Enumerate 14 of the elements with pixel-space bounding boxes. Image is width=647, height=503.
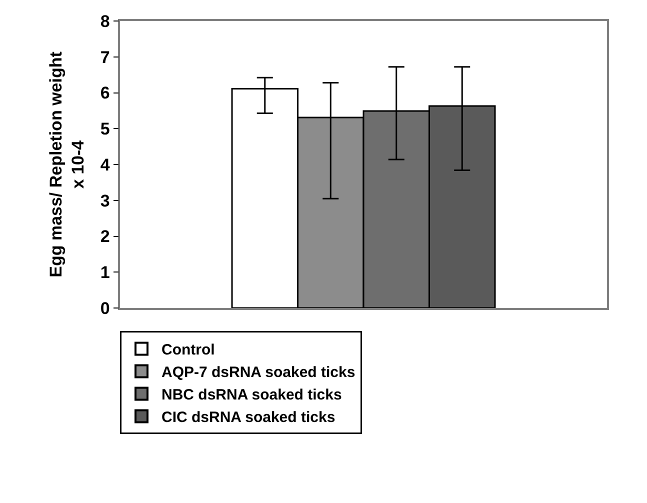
y-tick-label: 0 — [100, 298, 110, 318]
legend-label: CIC dsRNA soaked ticks — [162, 409, 336, 426]
y-tick-label: 8 — [100, 12, 110, 31]
y-tick-label: 3 — [100, 191, 110, 210]
y-tick-label: 5 — [100, 120, 110, 139]
y-axis-title: Egg mass/ Repletion weight x 10-4 — [46, 51, 88, 278]
legend-label: NBC dsRNA soaked ticks — [162, 386, 342, 404]
legend-label: AQP-7 dsRNA soaked ticks — [162, 364, 356, 382]
legend-label: Control — [162, 342, 215, 359]
y-tick-label: 2 — [100, 227, 110, 246]
y-tick-label: 6 — [100, 84, 110, 103]
y-tick-label: 1 — [100, 263, 110, 282]
y-tick-label: 7 — [100, 48, 110, 67]
y-tick-label: 4 — [100, 155, 110, 174]
